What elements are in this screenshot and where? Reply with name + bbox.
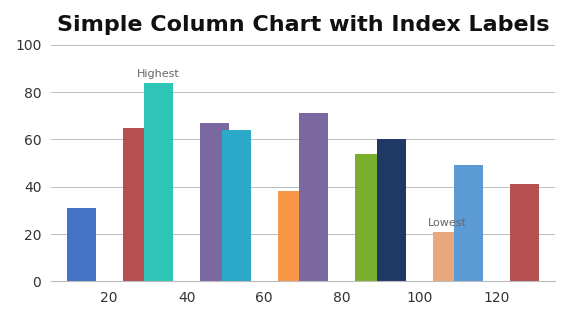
Bar — [299, 114, 328, 281]
Bar — [377, 140, 406, 281]
Bar — [454, 165, 483, 281]
Bar — [144, 83, 173, 281]
Bar — [510, 184, 539, 281]
Bar — [200, 123, 229, 281]
Bar — [278, 191, 307, 281]
Title: Simple Column Chart with Index Labels: Simple Column Chart with Index Labels — [57, 15, 549, 35]
Text: Lowest: Lowest — [428, 218, 467, 228]
Text: Highest: Highest — [137, 69, 180, 79]
Bar — [433, 232, 462, 281]
Bar — [222, 130, 251, 281]
Bar — [123, 128, 152, 281]
Bar — [67, 208, 96, 281]
Bar — [355, 154, 384, 281]
